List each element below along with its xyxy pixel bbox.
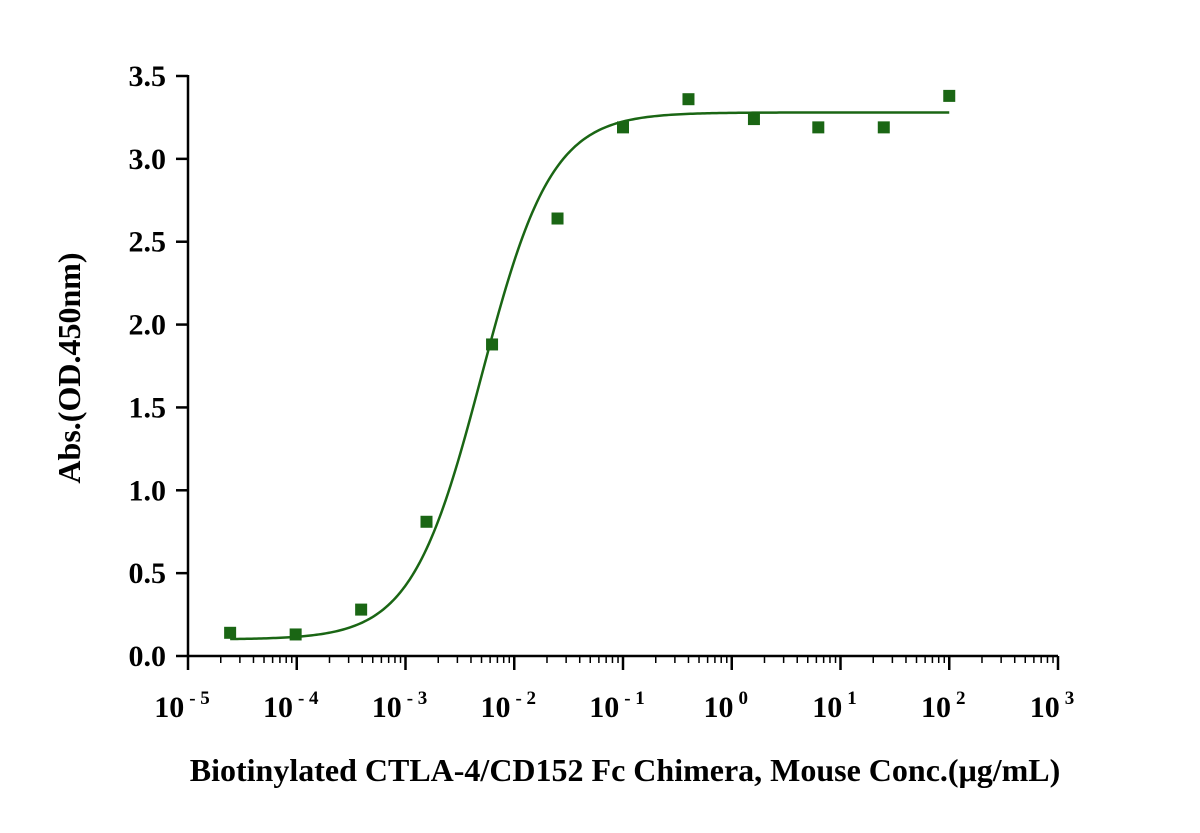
x-tick-exponent: - 3 bbox=[407, 688, 428, 709]
x-axis-title: Biotinylated CTLA-4/CD152 Fc Chimera, Mo… bbox=[190, 752, 1061, 788]
x-tick-exponent: - 2 bbox=[515, 688, 536, 709]
x-tick-base: 10 bbox=[154, 691, 184, 724]
x-tick-label: 10- 4 bbox=[263, 688, 319, 724]
x-tick-exponent: 1 bbox=[847, 688, 857, 709]
data-point bbox=[551, 212, 564, 225]
x-tick-label: 10- 3 bbox=[372, 688, 428, 724]
fit-curve bbox=[230, 111, 950, 641]
x-tick-label: 10- 2 bbox=[480, 688, 536, 724]
x-tick-exponent: 3 bbox=[1065, 688, 1075, 709]
x-tick-base: 10 bbox=[812, 691, 842, 724]
data-point bbox=[877, 121, 890, 134]
x-tick-base: 10 bbox=[372, 691, 402, 724]
x-tick-exponent: - 4 bbox=[298, 688, 319, 709]
x-tick-exponent: 2 bbox=[956, 688, 966, 709]
data-point bbox=[224, 626, 237, 639]
data-point bbox=[812, 121, 825, 134]
data-points bbox=[224, 89, 956, 641]
x-tick-label: 10 1 bbox=[812, 688, 857, 724]
data-point bbox=[486, 338, 499, 351]
y-tick-label: 1.5 bbox=[129, 391, 167, 424]
x-axis-ticks: 10- 5 10- 4 10- 3 10- 2 10- 1 10 0 10 1 10 2 10 3 bbox=[154, 656, 1074, 724]
data-point bbox=[682, 93, 695, 106]
y-tick-label: 1.0 bbox=[129, 474, 167, 507]
x-tick-label: 10- 5 bbox=[154, 688, 210, 724]
x-tick-exponent: 0 bbox=[739, 688, 749, 709]
y-tick-label: 3.5 bbox=[129, 60, 167, 93]
y-tick-label: 3.0 bbox=[129, 143, 167, 176]
x-tick-base: 10 bbox=[263, 691, 293, 724]
x-tick-label: 10- 1 bbox=[589, 688, 645, 724]
data-point bbox=[943, 89, 956, 102]
x-tick-exponent: - 5 bbox=[189, 688, 210, 709]
data-point bbox=[747, 113, 760, 126]
x-tick-base: 10 bbox=[921, 691, 951, 724]
x-tick-exponent: - 1 bbox=[624, 688, 645, 709]
x-tick-base: 10 bbox=[1030, 691, 1060, 724]
axes bbox=[186, 75, 1058, 658]
x-tick-base: 10 bbox=[589, 691, 619, 724]
y-tick-label: 2.5 bbox=[129, 226, 167, 259]
x-tick-base: 10 bbox=[480, 691, 510, 724]
x-tick-label: 10 3 bbox=[1030, 688, 1075, 724]
y-tick-label: 0.0 bbox=[129, 640, 167, 673]
y-axis-ticks: 0.0 0.5 1.0 1.5 2.0 2.5 3.0 3.5 bbox=[129, 60, 188, 673]
y-tick-label: 0.5 bbox=[129, 557, 167, 590]
y-tick-label: 2.0 bbox=[129, 309, 167, 342]
x-tick-base: 10 bbox=[704, 691, 734, 724]
y-axis-title: Abs.(OD.450nm) bbox=[51, 252, 87, 483]
x-tick-label: 10 2 bbox=[921, 688, 966, 724]
x-tick-label: 10 0 bbox=[704, 688, 749, 724]
data-point bbox=[355, 603, 368, 616]
data-point bbox=[617, 121, 629, 134]
data-point bbox=[420, 515, 433, 528]
data-point bbox=[289, 628, 302, 641]
